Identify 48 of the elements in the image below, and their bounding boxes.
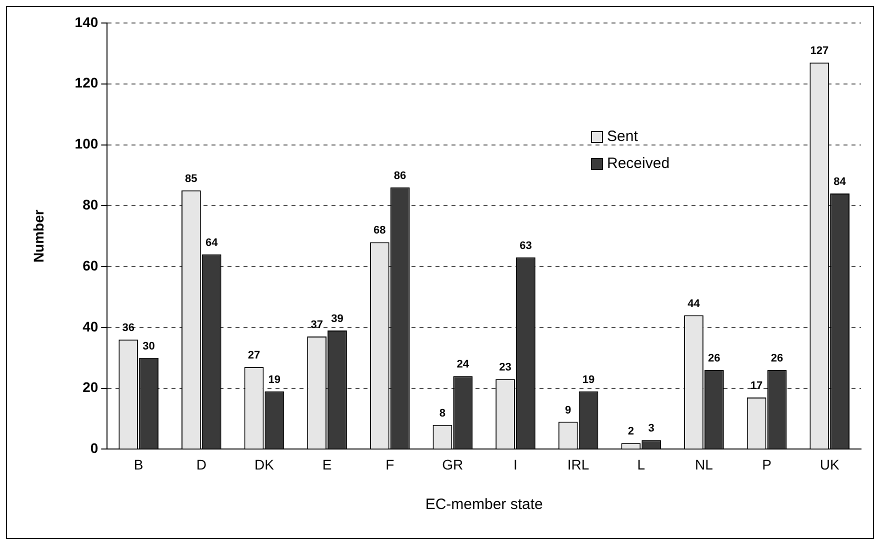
- legend-label: Received: [607, 155, 670, 172]
- data-label: 23: [499, 362, 512, 374]
- x-tick-label: IRL: [567, 456, 590, 472]
- data-label: 19: [582, 374, 595, 386]
- x-tick-label: E: [322, 456, 332, 472]
- x-tick-label: DK: [254, 456, 275, 472]
- data-label: 36: [122, 322, 134, 334]
- data-label: 39: [331, 313, 344, 326]
- x-tick-label: NL: [694, 456, 714, 472]
- x-axis-title: EC-member state: [425, 496, 543, 514]
- x-tick-label: UK: [820, 456, 840, 472]
- y-tick-label: 60: [82, 257, 98, 274]
- data-label: 2: [628, 426, 634, 438]
- x-tick-label: B: [134, 456, 144, 472]
- data-label: 9: [565, 404, 572, 416]
- data-label: 3: [648, 422, 654, 435]
- data-label: 85: [185, 172, 198, 185]
- data-label: 27: [248, 350, 260, 362]
- y-tick-label: 80: [82, 196, 98, 213]
- data-label: 19: [268, 374, 281, 386]
- x-tick-label: F: [386, 456, 394, 472]
- data-label: 63: [520, 240, 532, 252]
- data-label: 127: [810, 45, 829, 58]
- y-tick-label: 20: [82, 379, 98, 396]
- data-label: 17: [750, 380, 763, 392]
- x-tick-label: L: [637, 456, 646, 472]
- data-label: 26: [770, 352, 784, 365]
- x-tick-label: GR: [442, 456, 464, 472]
- data-label: 26: [708, 352, 720, 365]
- y-tick-label: 140: [74, 14, 98, 30]
- data-label: 30: [142, 340, 155, 352]
- y-tick-label: 120: [74, 74, 98, 91]
- x-tick-label: P: [762, 456, 772, 472]
- data-label: 86: [394, 170, 406, 182]
- data-label: 84: [834, 176, 847, 188]
- data-label: 68: [374, 224, 386, 237]
- y-tick-label: 100: [74, 136, 98, 152]
- x-tick-label: D: [196, 456, 206, 472]
- y-axis-title: Number: [30, 209, 46, 263]
- data-label: 37: [310, 319, 323, 332]
- data-label: 44: [688, 298, 701, 310]
- data-label: 24: [456, 358, 470, 371]
- y-tick-label: 40: [82, 318, 98, 334]
- x-tick-label: I: [514, 456, 518, 472]
- legend-label: Sent: [607, 128, 638, 145]
- y-tick-label: 0: [90, 440, 98, 456]
- data-label: 64: [205, 236, 219, 249]
- data-label: 8: [439, 407, 446, 420]
